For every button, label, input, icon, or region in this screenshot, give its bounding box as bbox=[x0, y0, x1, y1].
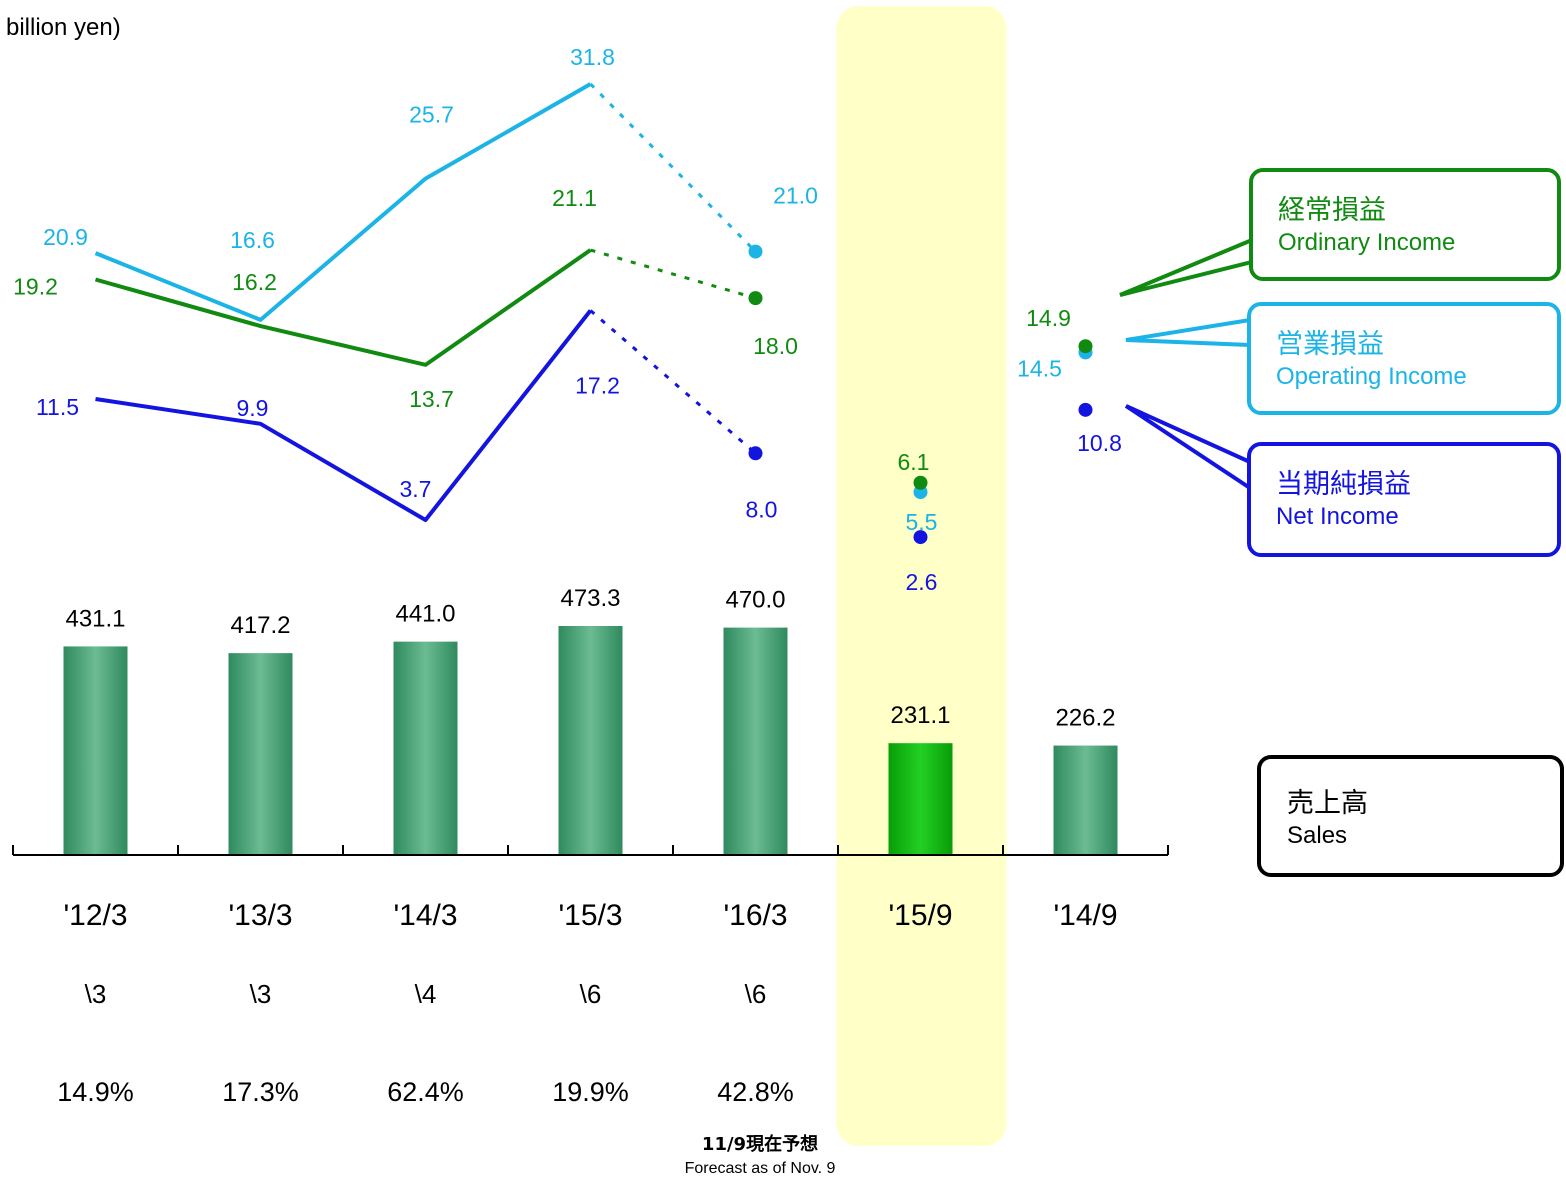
sales-value-label: 231.1 bbox=[890, 702, 950, 729]
footnote-en: Forecast as of Nov. 9 bbox=[684, 1160, 836, 1177]
legend-sales: 売上高 Sales bbox=[1257, 755, 1564, 877]
x-tick-label: '15/9 bbox=[888, 899, 952, 932]
callout-tail bbox=[1124, 404, 1252, 492]
series-value-label: 2.6 bbox=[906, 569, 938, 595]
series-value-label: 13.7 bbox=[409, 386, 454, 412]
series-value-label: 9.9 bbox=[237, 395, 269, 421]
highlight-band bbox=[836, 6, 1007, 1146]
legend-net-en: Net Income bbox=[1276, 503, 1399, 530]
income-lines bbox=[94, 82, 1093, 545]
sales-bar bbox=[723, 627, 788, 855]
callout-tail bbox=[1125, 317, 1252, 348]
sales-bar bbox=[393, 641, 458, 855]
series-point bbox=[913, 475, 928, 490]
dividend-label: \6 bbox=[745, 979, 767, 1009]
series-value-label: 11.5 bbox=[36, 394, 79, 420]
series-value-label: 31.8 bbox=[570, 44, 615, 70]
series-value-label: 19.2 bbox=[13, 274, 58, 300]
sales-value-label: 226.2 bbox=[1055, 705, 1115, 732]
unit-label: billion yen) bbox=[6, 14, 121, 41]
series-point bbox=[913, 530, 928, 545]
x-tick-label: '12/3 bbox=[63, 899, 127, 932]
series-value-label: 20.9 bbox=[43, 224, 88, 250]
legend-net: 当期純損益 Net Income bbox=[1247, 442, 1561, 557]
sales-bar bbox=[1053, 745, 1118, 855]
x-tick-label: '14/9 bbox=[1053, 899, 1117, 932]
payout-ratio-label: 19.9% bbox=[552, 1077, 629, 1107]
legend-operating: 営業損益 Operating Income bbox=[1247, 302, 1561, 415]
sales-value-label: 473.3 bbox=[560, 585, 620, 612]
series-line-actual bbox=[95, 309, 593, 522]
sales-value-label: 431.1 bbox=[65, 605, 125, 632]
dividend-label: \6 bbox=[580, 979, 602, 1009]
x-tick-label: '16/3 bbox=[723, 899, 787, 932]
legend-ordinary-en: Ordinary Income bbox=[1278, 229, 1456, 256]
series-value-label: 21.1 bbox=[552, 185, 597, 211]
series-value-label: 16.2 bbox=[232, 269, 277, 295]
sales-value-label: 470.0 bbox=[725, 587, 785, 614]
series-point bbox=[1078, 339, 1093, 354]
legend-callouts bbox=[1119, 237, 1254, 492]
series-line-actual bbox=[94, 82, 592, 322]
series-value-label: 16.6 bbox=[230, 227, 275, 253]
sales-bar bbox=[228, 653, 293, 855]
series-point bbox=[1078, 402, 1093, 417]
series-value-label: 21.0 bbox=[773, 183, 818, 209]
callout-tail bbox=[1119, 237, 1254, 297]
series-point bbox=[748, 291, 763, 306]
footnote-jp: 11/9現在予想 bbox=[701, 1134, 819, 1155]
sales-value-label: 441.0 bbox=[395, 601, 455, 628]
legend-operating-en: Operating Income bbox=[1276, 363, 1467, 390]
x-tick-label: '15/3 bbox=[558, 899, 622, 932]
sales-bar bbox=[888, 743, 953, 855]
sales-bars bbox=[63, 626, 1118, 855]
x-axis: '12/3 \3 14.9% '13/3 \3 17.3% '14/3 \4 62.4% '15/… bbox=[12, 845, 1169, 1107]
chart-labels: 431.1 417.2 441.0 473.3 470.0 231.1 226.2 20.9 1… bbox=[13, 44, 1122, 732]
series-line-actual bbox=[94, 248, 592, 367]
legend-net-jp: 当期純損益 bbox=[1276, 469, 1411, 500]
dividend-label: \3 bbox=[85, 979, 107, 1009]
payout-ratio-label: 14.9% bbox=[57, 1077, 134, 1107]
payout-ratio-label: 17.3% bbox=[222, 1077, 299, 1107]
x-tick-label: '13/3 bbox=[228, 899, 292, 932]
series-value-label: 14.5 bbox=[1017, 355, 1062, 381]
dividend-label: \4 bbox=[415, 979, 437, 1009]
series-value-label: 8.0 bbox=[746, 496, 778, 522]
payout-ratio-label: 62.4% bbox=[387, 1077, 464, 1107]
legend-operating-jp: 営業損益 bbox=[1276, 329, 1384, 360]
sales-value-label: 417.2 bbox=[230, 612, 290, 639]
sales-bar bbox=[558, 626, 623, 855]
series-value-label: 18.0 bbox=[753, 333, 798, 359]
series-point bbox=[748, 446, 763, 461]
series-line-forecast bbox=[589, 82, 757, 253]
footnote: 11/9現在予想 Forecast as of Nov. 9 bbox=[640, 1132, 880, 1180]
x-tick-label: '14/3 bbox=[393, 899, 457, 932]
legend-ordinary-jp: 経常損益 bbox=[1278, 195, 1386, 226]
series-point bbox=[748, 244, 763, 259]
legend-sales-jp: 売上高 bbox=[1287, 788, 1368, 819]
sales-bar bbox=[63, 646, 128, 855]
series-line-forecast bbox=[590, 248, 756, 300]
series-value-label: 10.8 bbox=[1077, 430, 1122, 456]
payout-ratio-label: 42.8% bbox=[717, 1077, 794, 1107]
series-value-label: 17.2 bbox=[575, 373, 620, 399]
series-value-label: 3.7 bbox=[400, 476, 432, 502]
series-value-label: 6.1 bbox=[898, 449, 930, 475]
series-value-label: 14.9 bbox=[1026, 305, 1071, 331]
dividend-label: \3 bbox=[250, 979, 272, 1009]
series-value-label: 5.5 bbox=[906, 509, 938, 535]
legend-sales-en: Sales bbox=[1287, 822, 1348, 849]
legend-ordinary: 経常損益 Ordinary Income bbox=[1249, 168, 1561, 281]
series-value-label: 25.7 bbox=[409, 102, 454, 128]
